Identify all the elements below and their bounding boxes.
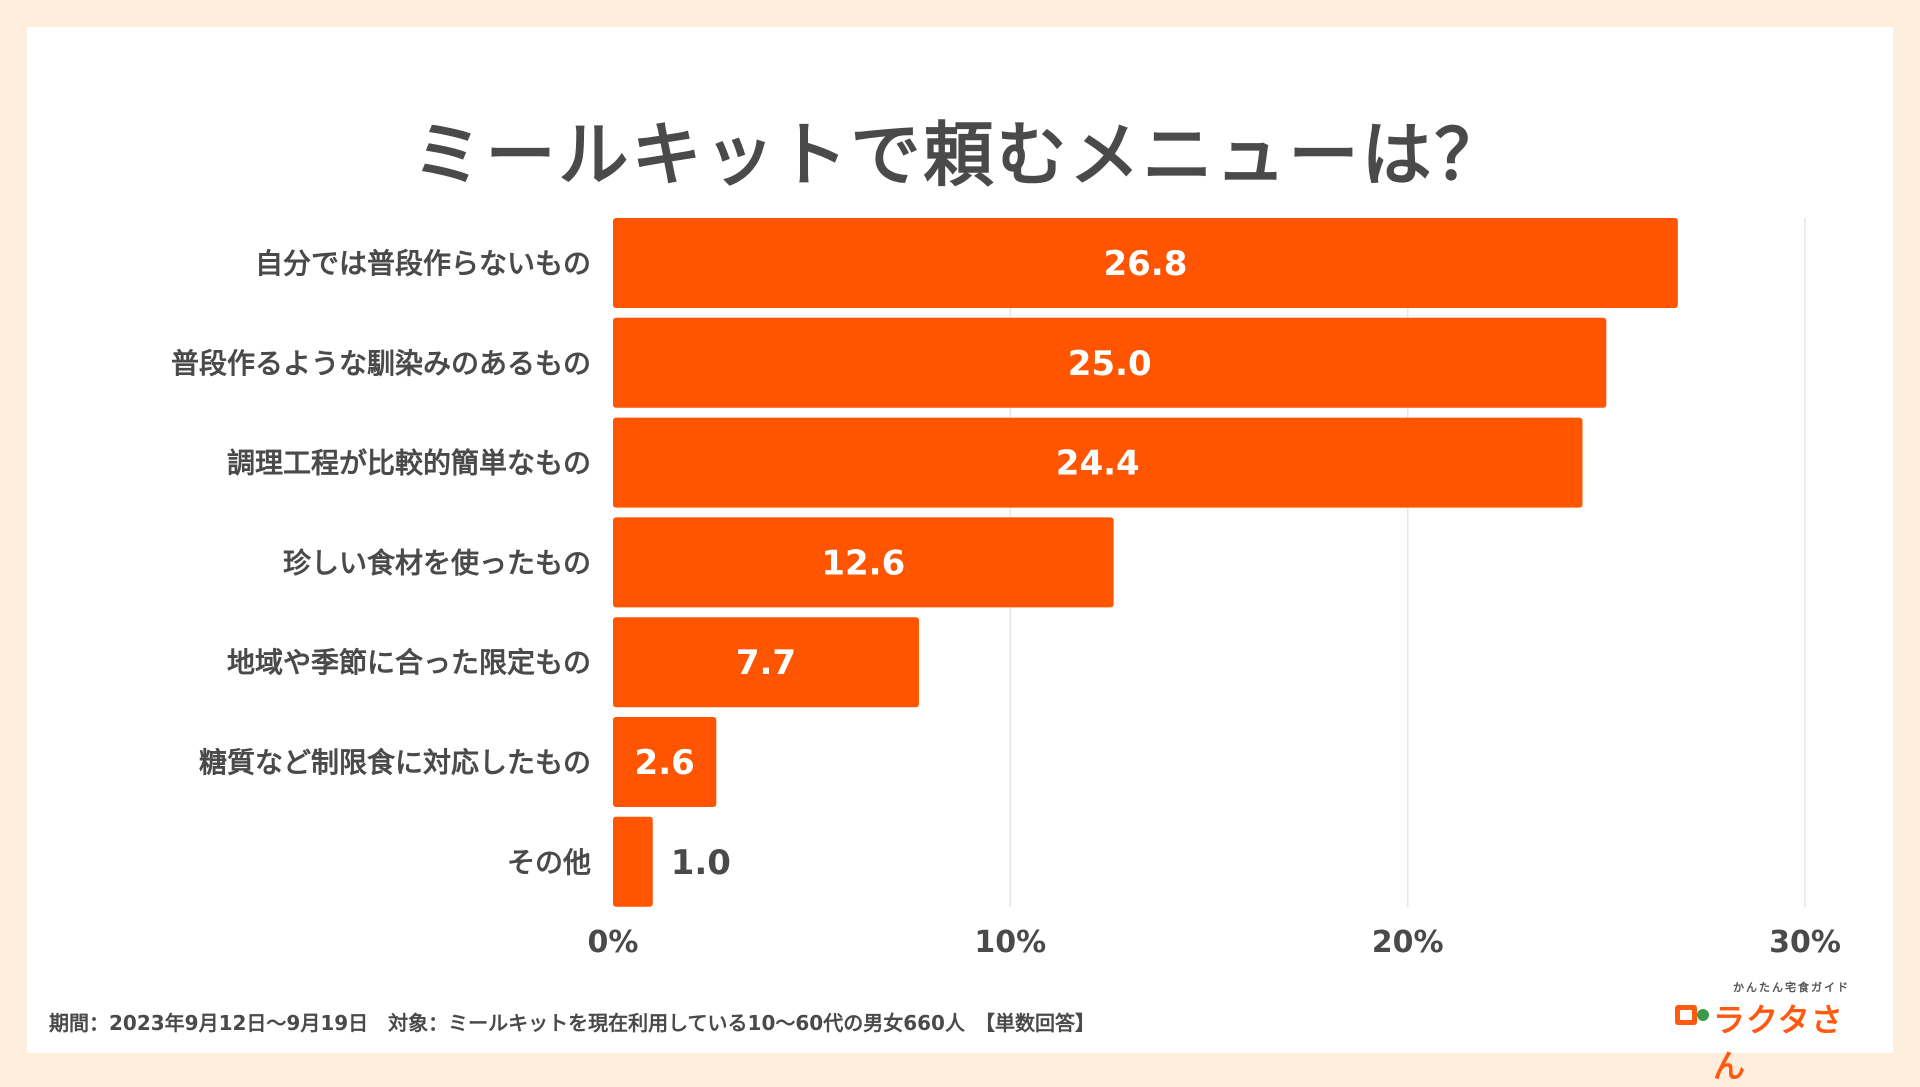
category-label: 珍しい食材を使ったもの — [283, 546, 591, 579]
logo-wordmark: ラクタさん — [1713, 1001, 1844, 1085]
value-label: 12.6 — [821, 543, 905, 583]
value-label: 1.0 — [671, 843, 731, 883]
bar — [613, 816, 653, 907]
x-tick-label: 30% — [1769, 925, 1841, 960]
logo-subtitle: かんたん宅食ガイド — [1733, 981, 1850, 994]
bar — [613, 717, 717, 807]
x-tick-label: 0% — [588, 925, 639, 960]
x-tick-label: 10% — [974, 925, 1046, 960]
category-label: 普段作るような馴染みのあるもの — [171, 347, 591, 380]
chart-card: ミールキットで頼むメニューは？ 0% 10% 20% 30% 自分では普段作らないもの 2… — [27, 27, 1893, 1085]
chart-title: ミールキットで頼むメニューは？ — [412, 114, 1508, 196]
meal-box-icon — [1675, 1005, 1709, 1025]
category-label: 地域や季節に合った限定もの — [227, 646, 591, 679]
value-label: 26.8 — [1103, 244, 1187, 284]
category-label: 自分では普段作らないもの — [255, 247, 591, 280]
value-label: 24.4 — [1056, 444, 1140, 484]
bar — [613, 317, 1607, 408]
bar — [613, 617, 919, 708]
survey-footnote: 期間：2023年9月12日〜9月19日 対象：ミールキットを現在利用している10… — [49, 1011, 1095, 1035]
category-label: 糖質など制限食に対応したもの — [199, 746, 591, 779]
category-label: その他 — [507, 846, 591, 879]
bar — [613, 517, 1114, 608]
x-tick-label: 20% — [1372, 925, 1444, 960]
bar — [613, 218, 1678, 308]
value-label: 2.6 — [635, 743, 695, 783]
value-label: 25.0 — [1068, 344, 1152, 384]
category-label: 調理工程が比較的簡単なもの — [227, 447, 591, 480]
brand-logo: かんたん宅食ガイド ラクタさん — [1673, 979, 1873, 1085]
value-label: 7.7 — [736, 643, 796, 683]
bar — [613, 417, 1583, 508]
bar-chart: 0% 10% 20% 30% 自分では普段作らないもの 26.8 普段作るような馴染みのある… — [171, 218, 1841, 960]
